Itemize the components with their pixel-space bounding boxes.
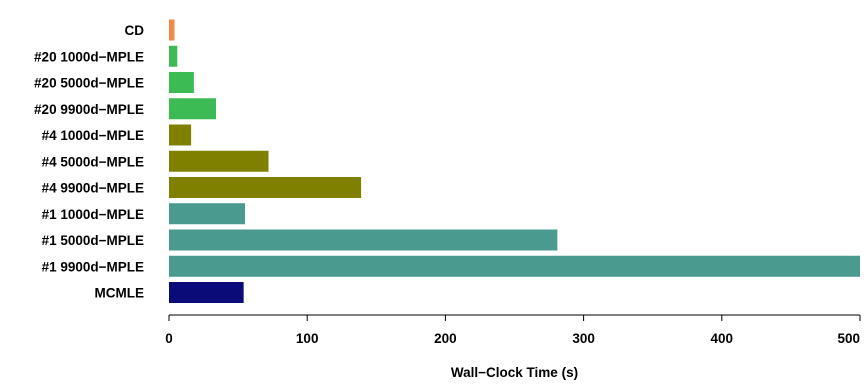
category-label: MCMLE	[95, 286, 145, 301]
category-label: #20 9900d−MPLE	[34, 102, 144, 117]
x-tick-label: 100	[296, 331, 319, 346]
x-tick-label: 0	[165, 331, 173, 346]
x-axis-title: Wall−Clock Time (s)	[451, 365, 578, 380]
bar	[169, 72, 194, 93]
x-tick-label: 500	[837, 331, 860, 346]
x-axis: 0 100 200 300 400 500	[165, 314, 861, 346]
category-label: #20 5000d−MPLE	[34, 76, 144, 91]
bar	[169, 177, 362, 198]
category-label: #4 1000d−MPLE	[42, 128, 144, 143]
x-tick-label: 200	[434, 331, 457, 346]
x-tick-label: 300	[572, 331, 595, 346]
bar	[169, 98, 216, 120]
bar	[169, 45, 178, 67]
bar	[169, 124, 192, 146]
category-label: #4 5000d−MPLE	[42, 154, 144, 169]
bar	[169, 150, 269, 172]
category-label: #1 9900d−MPLE	[42, 259, 144, 274]
bar	[169, 203, 246, 225]
bar	[169, 255, 860, 277]
x-tick-label: 400	[711, 331, 734, 346]
bar	[169, 282, 244, 303]
category-label: #1 1000d−MPLE	[42, 207, 144, 222]
category-labels: CD #20 1000d−MPLE #20 5000d−MPLE #20 9900d−…	[34, 23, 144, 301]
bar	[169, 229, 558, 251]
category-label: CD	[125, 23, 145, 38]
bars-group	[169, 19, 860, 303]
category-label: #1 5000d−MPLE	[42, 233, 144, 248]
bar	[169, 19, 175, 41]
category-label: #20 1000d−MPLE	[34, 49, 144, 64]
category-label: #4 9900d−MPLE	[42, 181, 144, 196]
